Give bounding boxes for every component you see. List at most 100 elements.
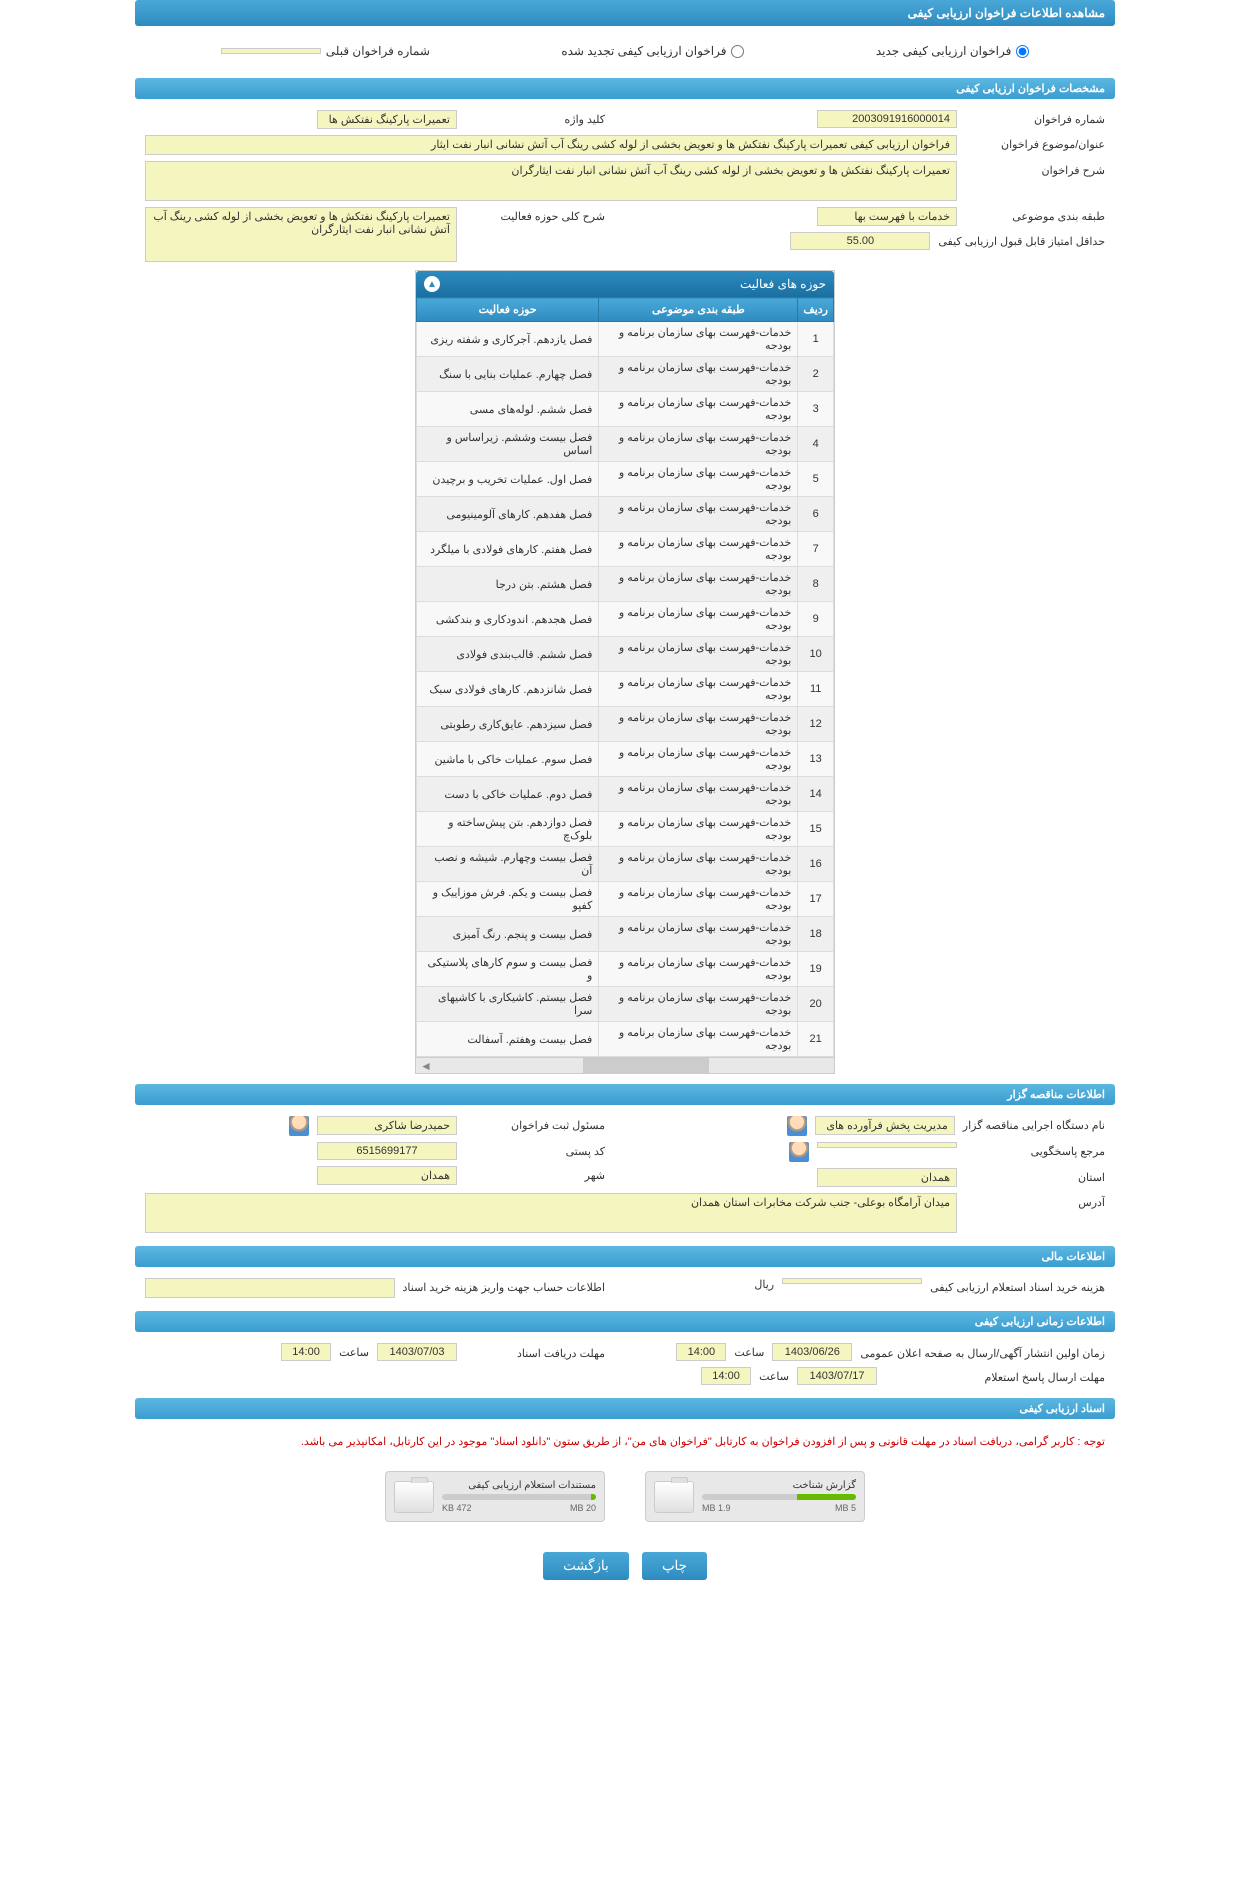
cell-row-num: 12 [798, 707, 834, 742]
cell-class: خدمات-فهرست بهای سازمان برنامه و بودجه [599, 777, 798, 812]
cell-scope: فصل هجدهم. اندودکاری و بندکشی [417, 602, 599, 637]
table-row: 8خدمات-فهرست بهای سازمان برنامه و بودجهف… [417, 567, 834, 602]
cell-scope: فصل دوم. عملیات خاکی با دست [417, 777, 599, 812]
cell-row-num: 9 [798, 602, 834, 637]
radio-renewed-input[interactable] [731, 45, 744, 58]
hour-label: ساعت [759, 1370, 789, 1383]
person-icon[interactable] [289, 1116, 309, 1136]
table-row: 12خدمات-فهرست بهای سازمان برنامه و بودجه… [417, 707, 834, 742]
addr-label: آدرس [965, 1193, 1105, 1209]
rial-label: ریال [754, 1278, 774, 1291]
scope-label: شرح کلی حوزه فعالیت [465, 207, 605, 223]
person-icon[interactable] [787, 1116, 807, 1136]
cell-row-num: 15 [798, 812, 834, 847]
section-spec: مشخصات فراخوان ارزیابی کیفی [135, 78, 1115, 99]
section-financial: اطلاعات مالی [135, 1246, 1115, 1267]
table-row: 10خدمات-فهرست بهای سازمان برنامه و بودجه… [417, 637, 834, 672]
radio-renewed[interactable]: فراخوان ارزیابی کیفی تجدید شده [561, 44, 744, 58]
cell-scope: فصل سوم. عملیات خاکی با ماشین [417, 742, 599, 777]
folder-icon [654, 1481, 694, 1513]
radio-new-label: فراخوان ارزیابی کیفی جدید [876, 44, 1011, 58]
back-button[interactable]: بازگشت [543, 1552, 629, 1580]
cell-scope: فصل هشتم. بتن درجا [417, 567, 599, 602]
table-row: 16خدمات-فهرست بهای سازمان برنامه و بودجه… [417, 847, 834, 882]
activities-table-wrap: حوزه های فعالیت ▲ ردیف طبقه بندی موضوعی … [415, 270, 835, 1074]
cell-class: خدمات-فهرست بهای سازمان برنامه و بودجه [599, 532, 798, 567]
cell-class: خدمات-فهرست بهای سازمان برنامه و بودجه [599, 917, 798, 952]
cell-row-num: 5 [798, 462, 834, 497]
table-row: 17خدمات-فهرست بهای سازمان برنامه و بودجه… [417, 882, 834, 917]
cell-scope: فصل بیستم. کاشیکاری با کاشیهای سرا [417, 987, 599, 1022]
class-value: خدمات با فهرست بها [817, 207, 957, 226]
desc-value: تعمیرات پارکینگ نفتکش ها و تعویض بخشی از… [145, 161, 957, 201]
min-score-value: 55.00 [790, 232, 930, 250]
cell-class: خدمات-فهرست بهای سازمان برنامه و بودجه [599, 637, 798, 672]
cell-scope: فصل بیست و پنجم. رنگ آمیزی [417, 917, 599, 952]
radio-new[interactable]: فراخوان ارزیابی کیفی جدید [876, 44, 1029, 58]
section-bidder: اطلاعات مناقصه گزار [135, 1084, 1115, 1105]
cell-scope: فصل شانزدهم. کارهای فولادی سبک [417, 672, 599, 707]
receive-date: 1403/07/03 [377, 1343, 457, 1361]
person-icon[interactable] [789, 1142, 809, 1162]
cell-class: خدمات-فهرست بهای سازمان برنامه و بودجه [599, 567, 798, 602]
collapse-icon[interactable]: ▲ [424, 276, 440, 292]
cell-row-num: 14 [798, 777, 834, 812]
cell-class: خدمات-فهرست بهای سازمان برنامه و بودجه [599, 882, 798, 917]
cell-class: خدمات-فهرست بهای سازمان برنامه و بودجه [599, 357, 798, 392]
cell-row-num: 10 [798, 637, 834, 672]
cell-row-num: 8 [798, 567, 834, 602]
col-scope: حوزه فعالیت [417, 298, 599, 322]
radio-new-input[interactable] [1016, 45, 1029, 58]
cell-row-num: 3 [798, 392, 834, 427]
table-row: 18خدمات-فهرست بهای سازمان برنامه و بودجه… [417, 917, 834, 952]
doc-report-progress [797, 1494, 856, 1500]
cell-row-num: 18 [798, 917, 834, 952]
print-button[interactable]: چاپ [642, 1552, 707, 1580]
cell-class: خدمات-فهرست بهای سازمان برنامه و بودجه [599, 812, 798, 847]
cell-class: خدمات-فهرست بهای سازمان برنامه و بودجه [599, 392, 798, 427]
cell-class: خدمات-فهرست بهای سازمان برنامه و بودجه [599, 1022, 798, 1057]
table-row: 15خدمات-فهرست بهای سازمان برنامه و بودجه… [417, 812, 834, 847]
activities-header: حوزه های فعالیت ▲ [416, 271, 834, 297]
docs-container: گزارش شناخت 5 MB 1.9 MB مستندات استعلام … [135, 1456, 1115, 1537]
publish-time: 14:00 [676, 1343, 726, 1361]
publish-label: زمان اولین انتشار آگهی/ارسال به صفحه اعل… [860, 1344, 1105, 1360]
table-row: 5خدمات-فهرست بهای سازمان برنامه و بودجهف… [417, 462, 834, 497]
scroll-thumb[interactable] [583, 1058, 708, 1073]
cell-class: خدمات-فهرست بهای سازمان برنامه و بودجه [599, 707, 798, 742]
table-scrollbar[interactable]: ◄ [416, 1057, 834, 1073]
scroll-left-icon[interactable]: ◄ [420, 1059, 432, 1073]
province-value: همدان [817, 1168, 957, 1187]
cell-row-num: 17 [798, 882, 834, 917]
title-label: عنوان/موضوع فراخوان [965, 135, 1105, 151]
hour-label: ساعت [339, 1346, 369, 1359]
cell-row-num: 20 [798, 987, 834, 1022]
cell-row-num: 11 [798, 672, 834, 707]
cell-scope: فصل دوازدهم. بتن پیش‌ساخته و بلوک‌چ [417, 812, 599, 847]
cell-scope: فصل بیست وچهارم. شیشه و نصب آن [417, 847, 599, 882]
cost-value [782, 1278, 922, 1284]
doc-eval[interactable]: مستندات استعلام ارزیابی کیفی 20 MB 472 K… [385, 1471, 605, 1522]
doc-eval-title: مستندات استعلام ارزیابی کیفی [442, 1480, 596, 1491]
activities-table: ردیف طبقه بندی موضوعی حوزه فعالیت 1خدمات… [416, 297, 834, 1057]
cell-scope: فصل اول. عملیات تخریب و برچیدن [417, 462, 599, 497]
table-row: 9خدمات-فهرست بهای سازمان برنامه و بودجهف… [417, 602, 834, 637]
cell-scope: فصل چهارم. عملیات بنایی با سنگ [417, 357, 599, 392]
table-row: 19خدمات-فهرست بهای سازمان برنامه و بودجه… [417, 952, 834, 987]
doc-eval-max: 20 MB [570, 1503, 596, 1513]
cell-class: خدمات-فهرست بهای سازمان برنامه و بودجه [599, 427, 798, 462]
cell-scope: فصل ششم. لوله‌های مسی [417, 392, 599, 427]
receive-time: 14:00 [281, 1343, 331, 1361]
cell-row-num: 21 [798, 1022, 834, 1057]
radio-renewed-label: فراخوان ارزیابی کیفی تجدید شده [561, 44, 726, 58]
section-timing: اطلاعات زمانی ارزیابی کیفی [135, 1311, 1115, 1332]
doc-report[interactable]: گزارش شناخت 5 MB 1.9 MB [645, 1471, 865, 1522]
cell-row-num: 7 [798, 532, 834, 567]
cell-scope: فصل یازدهم. آجرکاری و شفته ریزی [417, 322, 599, 357]
docs-notice: توجه : کاربر گرامی، دریافت اسناد در مهلت… [135, 1427, 1115, 1456]
cell-scope: فصل هفتم. کارهای فولادی با میلگرد [417, 532, 599, 567]
desc-label: شرح فراخوان [965, 161, 1105, 177]
call-number-value: 2003091916000014 [817, 110, 957, 128]
prev-number-value [221, 48, 321, 54]
cell-scope: فصل بیست و سوم کارهای پلاستیکی و [417, 952, 599, 987]
